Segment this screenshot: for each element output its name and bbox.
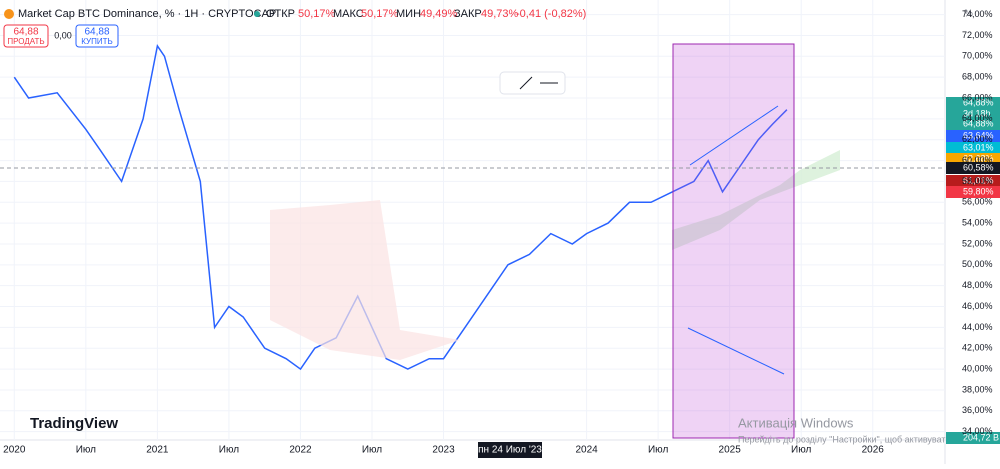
price-tag-box bbox=[946, 108, 1000, 120]
price-tag: 3d 18h bbox=[963, 108, 991, 118]
price-tag-box bbox=[946, 142, 1000, 154]
buy-price: 64,88 bbox=[84, 27, 109, 38]
ohlc-value: 49,49% bbox=[420, 8, 458, 20]
drawing-toolbar[interactable] bbox=[499, 71, 566, 95]
ohlc-value: 50,17% bbox=[298, 8, 336, 20]
x-tick-label: 2023 bbox=[432, 445, 455, 456]
spread: 0,00 bbox=[54, 30, 72, 40]
y-tick-label: 70,00% bbox=[962, 51, 993, 61]
y-tick-label: 74,00% bbox=[962, 9, 993, 19]
price-tag: 59,80% bbox=[963, 186, 994, 196]
sell-price: 64,88 bbox=[13, 27, 38, 38]
sell-button[interactable] bbox=[3, 24, 49, 48]
y-tick-label: 36,00% bbox=[962, 405, 993, 415]
watermark: Перейдіть до розділу "Настройки", щоб ак… bbox=[738, 434, 992, 444]
ohlc-change: -0,41 (-0,82%) bbox=[516, 8, 586, 20]
logo: TradingView bbox=[30, 415, 118, 432]
y-tick-label: 64,00% bbox=[962, 113, 993, 123]
x-tick-label: Июл bbox=[362, 445, 382, 456]
y-tick-label: 68,00% bbox=[962, 72, 993, 82]
status-dot bbox=[254, 11, 260, 17]
price-tag: 61,01% bbox=[963, 175, 994, 185]
price-tag-box bbox=[946, 97, 1000, 109]
y-tick-label: 40,00% bbox=[962, 363, 993, 373]
ohlc-value: 50,17% bbox=[361, 8, 399, 20]
y-tick-label: 50,00% bbox=[962, 259, 993, 269]
ohlc-label: ЗАКР bbox=[454, 8, 482, 20]
cloud bbox=[270, 200, 460, 360]
crosshair-date-box bbox=[478, 442, 542, 458]
x-tick-label: Июл bbox=[791, 445, 811, 456]
price-tag-box bbox=[946, 186, 1000, 198]
x-tick-label: Июл bbox=[648, 445, 668, 456]
trend-line bbox=[687, 327, 785, 375]
price-tag: 63,01% bbox=[963, 142, 994, 152]
trend-line bbox=[689, 105, 779, 166]
price-tag: 64,88% bbox=[963, 118, 994, 128]
y-tick-label: 34,00% bbox=[962, 426, 993, 436]
y-tick-label: 52,00% bbox=[962, 238, 993, 248]
x-tick-label: 2026 bbox=[862, 445, 885, 456]
y-tick-label: 62,00% bbox=[962, 134, 993, 144]
ohlc-label: МИН bbox=[396, 8, 421, 20]
buy-label: КУПИТЬ bbox=[81, 37, 112, 46]
cloud bbox=[672, 150, 840, 250]
buy-button[interactable] bbox=[75, 24, 119, 48]
price-tag-box bbox=[946, 118, 1000, 130]
symbol-icon bbox=[4, 9, 14, 19]
y-tick-label: 58,00% bbox=[962, 176, 993, 186]
plot bbox=[0, 0, 945, 440]
ohlc-value: 49,73% bbox=[481, 8, 519, 20]
y-tick-label: 54,00% bbox=[962, 218, 993, 228]
y-tick-label: 66,00% bbox=[962, 92, 993, 102]
watermark: Активація Windows bbox=[738, 415, 854, 430]
x-tick-label: Июл bbox=[76, 445, 96, 456]
price-tag: 63,64% bbox=[963, 130, 994, 140]
price-tag-box bbox=[946, 432, 1000, 444]
x-tick-label: 2020 bbox=[3, 445, 26, 456]
y-tick-label: 72,00% bbox=[962, 30, 993, 40]
ohlc-label: МАКС bbox=[333, 8, 364, 20]
x-tick-label: 2022 bbox=[289, 445, 312, 456]
price-tag: 204,72 B bbox=[963, 432, 999, 442]
price-tag: 60,58% bbox=[963, 162, 994, 172]
price-tag-box bbox=[946, 130, 1000, 142]
y-tick-label: 46,00% bbox=[962, 301, 993, 311]
y-tick-label: 48,00% bbox=[962, 280, 993, 290]
x-tick-label: 2025 bbox=[719, 445, 742, 456]
x-tick-label: 2024 bbox=[575, 445, 598, 456]
y-tick-label: 56,00% bbox=[962, 197, 993, 207]
axis-unit: % bbox=[964, 9, 973, 20]
y-tick-label: 42,00% bbox=[962, 343, 993, 353]
price-tag: 62,68% bbox=[963, 153, 994, 163]
crosshair-date: пн 24 Июл '23 bbox=[478, 445, 542, 456]
symbol: Market Cap BTC Dominance, % · 1H · CRYPT… bbox=[18, 8, 276, 20]
y-tick-label: 60,00% bbox=[962, 155, 993, 165]
x-tick-label: Июл bbox=[219, 445, 239, 456]
x-tick-label: 2021 bbox=[146, 445, 169, 456]
price-tag-box bbox=[946, 175, 1000, 187]
y-tick-label: 44,00% bbox=[962, 322, 993, 332]
price-tag: 64,88% bbox=[963, 97, 994, 107]
highlight-box bbox=[672, 43, 795, 439]
price-tag-box bbox=[946, 162, 1000, 174]
tool-icon[interactable] bbox=[519, 76, 533, 90]
ohlc-label: ОТКР bbox=[266, 8, 295, 20]
y-tick-label: 38,00% bbox=[962, 384, 993, 394]
sell-label: ПРОДАТЬ bbox=[7, 37, 44, 46]
